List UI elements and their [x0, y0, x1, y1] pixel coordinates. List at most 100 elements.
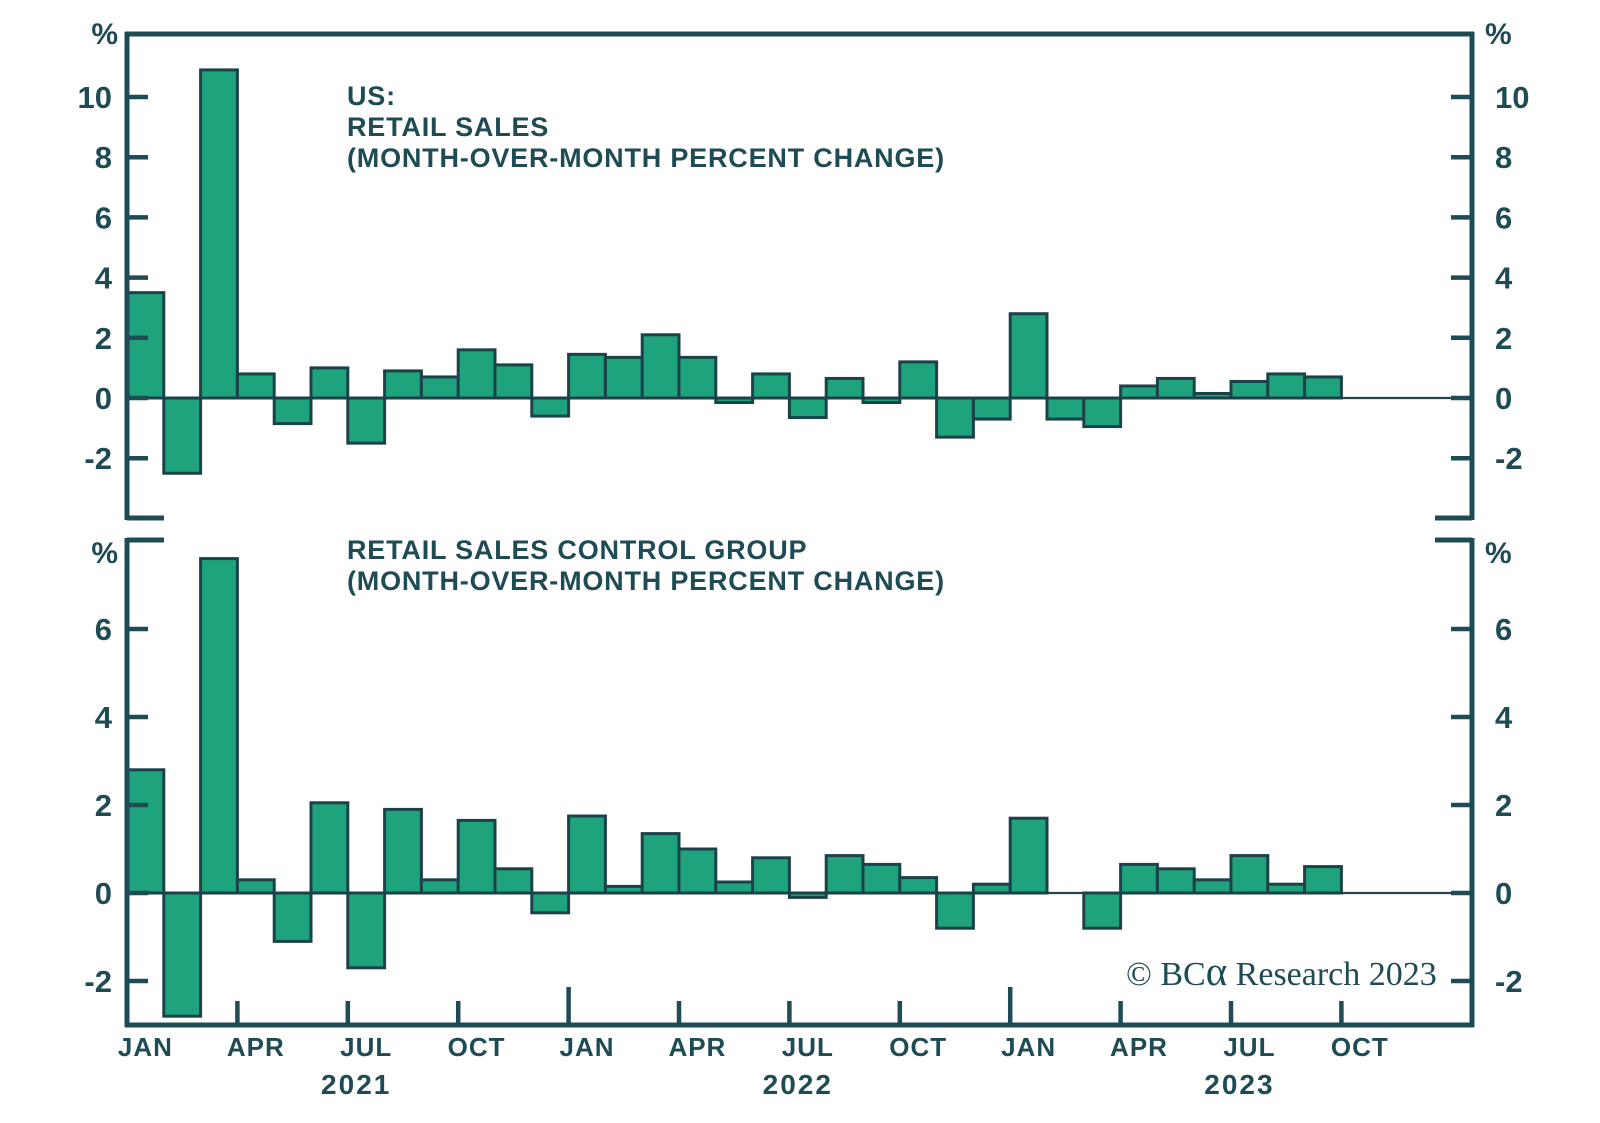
y-tick-label-right-6-chart-1: 6	[1495, 200, 1512, 235]
bar-jun-2022	[751, 856, 791, 895]
bottom-chart-title: RETAIL SALES CONTROL GROUP (MONTH-OVER-M…	[347, 535, 945, 597]
bar-may-2022	[714, 880, 755, 895]
bar-may-2023	[1155, 867, 1196, 895]
year-label-2023: 2023	[1204, 1069, 1274, 1100]
percent-label-left-chart-2: %	[91, 537, 118, 570]
bar-nov-2021	[493, 363, 534, 400]
bar-dec-2021	[530, 891, 571, 915]
copyright-text: © BCα Research 2023	[1126, 951, 1437, 994]
y-tick-label-left-4-chart-1: 4	[95, 261, 113, 296]
bar-jan-2023	[1008, 816, 1049, 895]
y-tick-label-right-4-chart-1: 4	[1495, 261, 1513, 296]
bar-aug-2021	[383, 369, 423, 400]
bar-jul-2021	[346, 396, 387, 445]
top-title-line-2: RETAIL SALES	[347, 112, 550, 142]
bar-sep-2021	[419, 878, 460, 895]
x-label-jul-30: JUL	[1223, 1032, 1275, 1062]
bar-jun-2021	[309, 801, 350, 895]
x-label-apr-15: APR	[668, 1032, 726, 1062]
bar-apr-2021	[235, 372, 276, 400]
bar-may-2021	[272, 891, 313, 943]
bar-apr-2022	[677, 847, 718, 895]
y-tick-label-right-0-chart-1: 0	[1495, 381, 1512, 416]
bar-jul-2021	[346, 891, 387, 970]
bar-feb-2021	[162, 396, 203, 475]
bar-oct-2021	[456, 818, 497, 895]
percent-label-right-chart-2: %	[1485, 537, 1512, 570]
bar-nov-2022	[935, 891, 975, 930]
top-title-line-3: (MONTH-OVER-MONTH PERCENT CHANGE)	[347, 143, 945, 173]
bar-apr-2023	[1119, 862, 1159, 895]
top-title-line-1: US:	[347, 81, 396, 111]
bar-jun-2023	[1192, 878, 1233, 895]
bar-jan-2021	[125, 768, 166, 895]
x-label-apr-27: APR	[1110, 1032, 1168, 1062]
y-tick-label-left-0-chart-1: 0	[95, 381, 112, 416]
bar-may-2022	[714, 396, 755, 405]
x-label-jul-6: JUL	[340, 1032, 392, 1062]
bar-feb-2022	[603, 884, 644, 895]
y-tick-label-left-2-chart-1: 2	[95, 321, 112, 356]
x-label-oct-21: OCT	[889, 1032, 947, 1062]
x-label-jul-18: JUL	[782, 1032, 834, 1062]
bar-feb-2022	[603, 355, 644, 400]
y-tick-label-right-10-chart-1: 10	[1495, 80, 1529, 115]
copyright-alpha-glyph: α	[1205, 948, 1228, 994]
bar-nov-2021	[493, 867, 534, 895]
bar-oct-2022	[898, 360, 939, 400]
y-tick-label-right-0-chart-2: 0	[1495, 876, 1512, 911]
x-label-apr-3: APR	[227, 1032, 285, 1062]
y-tick-label-right-8-chart-1: 8	[1495, 140, 1512, 175]
y-tick-label-left-4-chart-2: 4	[95, 700, 113, 735]
bar-sep-2022	[861, 862, 902, 895]
y-tick-label-right-6-chart-2: 6	[1495, 612, 1512, 647]
y-tick-label-left-0-chart-2: 0	[95, 876, 112, 911]
bar-aug-2023	[1266, 372, 1307, 400]
bar-jul-2023	[1229, 854, 1270, 895]
bar-apr-2022	[677, 355, 718, 400]
y-tick-label-left-8-chart-1: 8	[95, 140, 112, 175]
bar-aug-2022	[824, 854, 865, 895]
bar-may-2023	[1155, 376, 1196, 400]
y-tick-label-right-4-chart-2: 4	[1495, 700, 1513, 735]
year-label-2021: 2021	[321, 1069, 391, 1100]
x-label-jan-12: JAN	[559, 1032, 614, 1062]
bar-jan-2023	[1008, 312, 1049, 400]
bar-jan-2022	[567, 352, 607, 400]
bar-oct-2021	[456, 348, 497, 400]
bar-sep-2022	[861, 396, 902, 405]
y-tick-label-right-2-chart-1: 2	[1495, 321, 1512, 356]
y-tick-label-left--2-chart-2: -2	[84, 964, 112, 999]
bar-dec-2022	[971, 882, 1012, 895]
bar-mar-2023	[1082, 396, 1123, 429]
bar-mar-2022	[640, 333, 681, 400]
bar-aug-2023	[1266, 882, 1307, 895]
bar-mar-2022	[640, 832, 681, 895]
bar-feb-2023	[1045, 396, 1086, 421]
bar-sep-2023	[1303, 865, 1343, 895]
bar-apr-2023	[1119, 384, 1159, 400]
bar-aug-2022	[824, 376, 865, 400]
bar-dec-2022	[971, 396, 1012, 421]
bar-aug-2021	[383, 807, 423, 895]
bar-jan-2021	[125, 291, 166, 400]
bar-mar-2021	[199, 557, 239, 895]
bar-jul-2023	[1229, 379, 1270, 400]
y-tick-label-right--2-chart-2: -2	[1495, 964, 1523, 999]
bar-mar-2021	[199, 68, 239, 400]
bar-jan-2022	[567, 814, 607, 895]
bar-sep-2023	[1303, 375, 1343, 400]
copyright-suffix: Research 2023	[1227, 956, 1437, 993]
y-tick-label-right--2-chart-1: -2	[1495, 441, 1523, 476]
bar-may-2021	[272, 396, 313, 426]
bottom-title-line-2: (MONTH-OVER-MONTH PERCENT CHANGE)	[347, 566, 945, 596]
y-tick-label-left-6-chart-2: 6	[95, 612, 112, 647]
y-tick-label-right-2-chart-2: 2	[1495, 788, 1512, 823]
top-chart-title: US: RETAIL SALES (MONTH-OVER-MONTH PERCE…	[347, 81, 945, 174]
x-label-jan-24: JAN	[1001, 1032, 1056, 1062]
bar-dec-2021	[530, 396, 571, 418]
bar-jul-2022	[787, 891, 828, 899]
bar-jul-2022	[787, 396, 828, 420]
